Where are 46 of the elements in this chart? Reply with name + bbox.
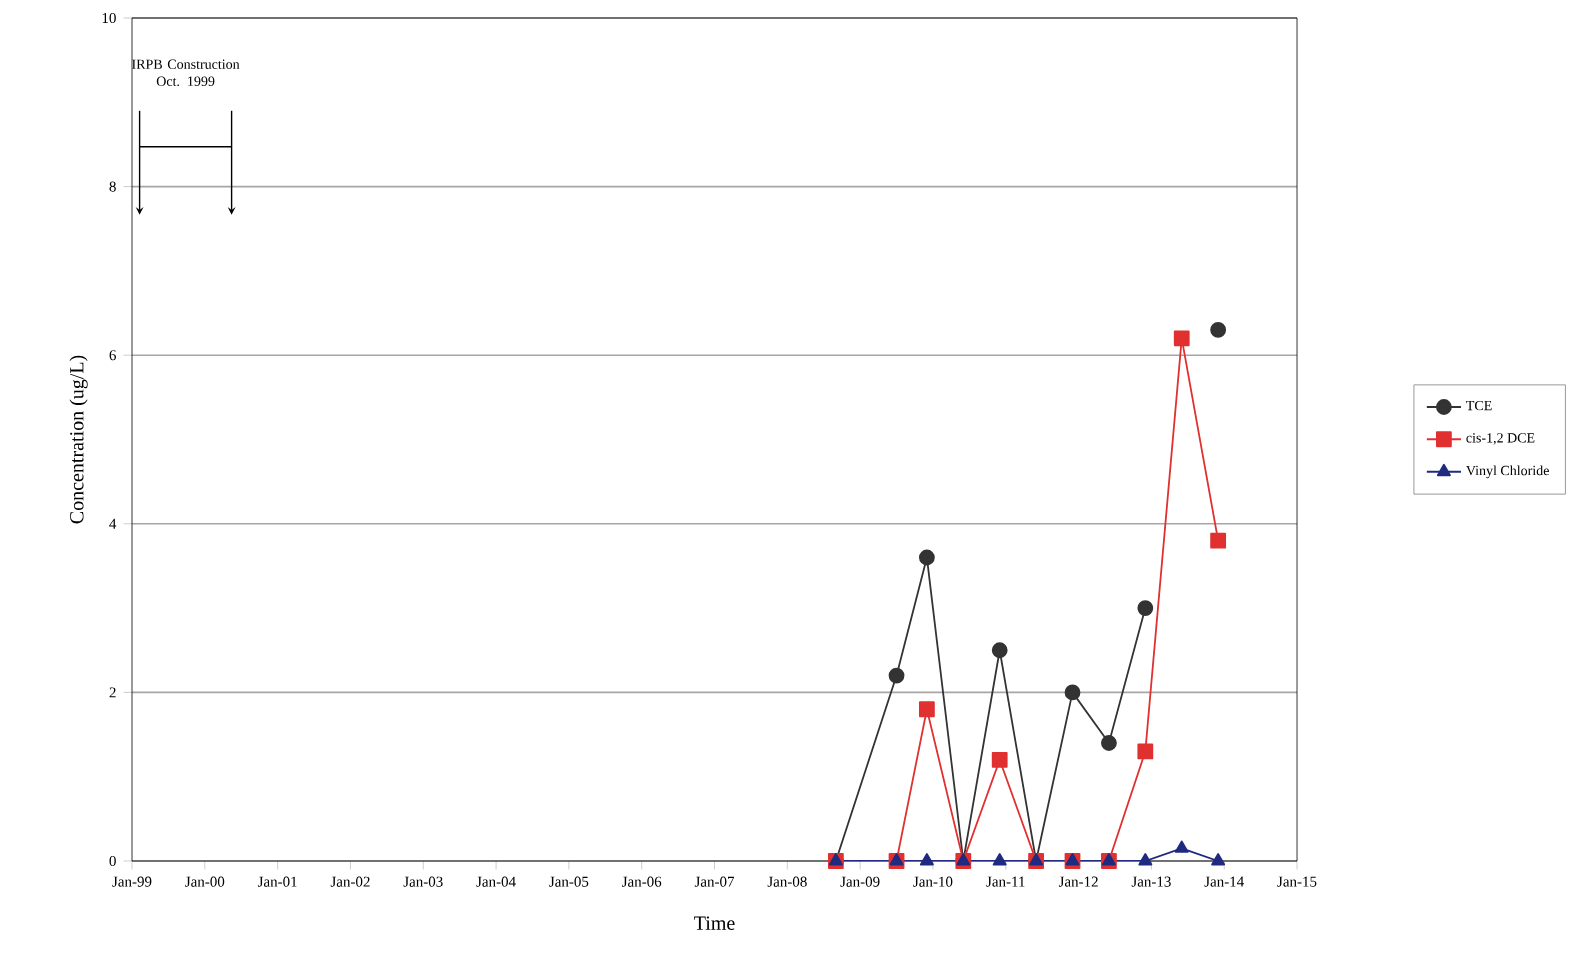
point bbox=[919, 853, 934, 866]
x-tick-label: Jan-15 bbox=[1277, 876, 1317, 887]
x-tick-label: Jan-01 bbox=[257, 876, 297, 887]
point bbox=[1174, 840, 1189, 853]
y-tick-label: 6 bbox=[109, 350, 116, 361]
point bbox=[918, 549, 935, 566]
x-tick-label: Jan-12 bbox=[1058, 876, 1098, 887]
x-tick-label: Jan-09 bbox=[840, 876, 880, 887]
point bbox=[1210, 532, 1227, 549]
point bbox=[918, 701, 935, 718]
y-tick-label: 4 bbox=[109, 518, 117, 529]
point bbox=[1173, 330, 1190, 347]
y-axis-title: Concentration (ug/L) bbox=[69, 355, 88, 524]
x-tick-label: Jan-13 bbox=[1131, 876, 1171, 887]
point bbox=[1138, 853, 1153, 866]
y-tick-label: 8 bbox=[109, 181, 116, 192]
y-tick-label: 2 bbox=[109, 687, 116, 698]
legend-label: Vinyl Chloride bbox=[1466, 465, 1549, 479]
legend-label: TCE bbox=[1466, 400, 1492, 411]
point bbox=[888, 667, 905, 684]
annotation: IRPB Construction Oct. 1999 bbox=[132, 59, 240, 87]
x-tick-label: Jan-08 bbox=[767, 876, 807, 887]
point bbox=[1137, 600, 1154, 616]
point bbox=[1137, 743, 1154, 760]
x-tick-label: Jan-00 bbox=[185, 876, 225, 887]
x-tick-label: Jan-03 bbox=[403, 876, 443, 887]
point bbox=[1211, 853, 1226, 866]
x-tick-label: Jan-06 bbox=[622, 876, 662, 887]
x-tick-label: Jan-99 bbox=[112, 876, 152, 887]
legend-label: cis-1,2 DCE bbox=[1466, 433, 1535, 445]
y-tick-label: 0 bbox=[109, 855, 116, 867]
x-tick-label: Jan-11 bbox=[986, 876, 1025, 887]
point bbox=[1210, 322, 1227, 338]
point bbox=[1064, 684, 1081, 701]
x-tick-label: Jan-10 bbox=[913, 876, 953, 887]
point bbox=[1101, 735, 1117, 751]
x-tick-label: Jan-07 bbox=[694, 876, 735, 887]
y-tick-label: 10 bbox=[102, 12, 116, 24]
x-tick-label: Jan-05 bbox=[549, 876, 589, 887]
point bbox=[991, 751, 1008, 768]
x-tick-label: Jan-04 bbox=[476, 876, 516, 887]
x-tick-label: Jan-02 bbox=[330, 876, 370, 887]
x-axis-title: Time bbox=[694, 916, 735, 930]
x-tick-label: Jan-14 bbox=[1204, 876, 1244, 887]
point bbox=[991, 642, 1008, 659]
point bbox=[992, 853, 1007, 866]
